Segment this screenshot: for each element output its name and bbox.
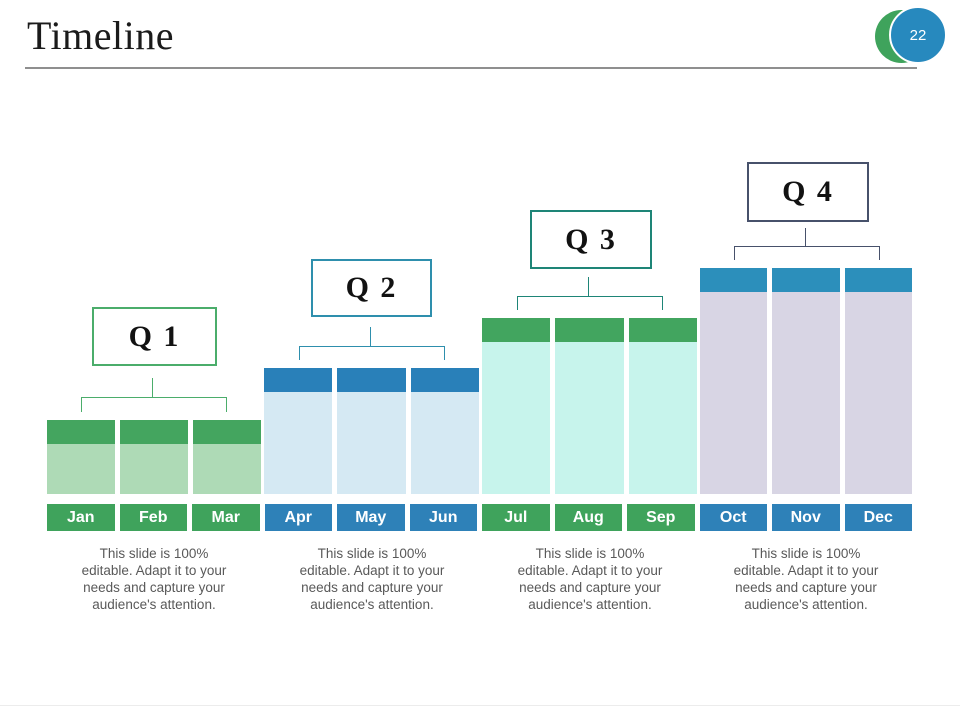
month-cell: May (337, 504, 405, 531)
quarter-4-label: Q 4 (782, 175, 834, 208)
slide-title: Timeline (27, 13, 174, 58)
month-cell: Dec (844, 504, 912, 531)
month-column (555, 318, 624, 494)
month-cell: Jun (409, 504, 477, 531)
bracket-stem (805, 228, 806, 247)
quarter-1-label-box: Q 1 (92, 307, 217, 366)
month-column (47, 420, 115, 494)
bracket-bar (299, 346, 445, 347)
month-cell: Nov (772, 504, 840, 531)
bracket-stem (588, 277, 589, 297)
bracket-tick-right (662, 296, 663, 310)
column-body (772, 292, 840, 494)
page-number-badge: 22 (889, 6, 947, 64)
column-cap (120, 420, 188, 444)
bracket-tick-left (517, 296, 518, 310)
quarter-2-caption: This slide is 100% editable. Adapt it to… (299, 546, 445, 612)
column-cap (193, 420, 261, 444)
month-cell: Jan (47, 504, 115, 531)
quarter-3-caption: This slide is 100% editable. Adapt it to… (517, 546, 663, 612)
column-cap (264, 368, 333, 392)
quarter-4-label-box: Q 4 (747, 162, 869, 222)
bracket-bar (517, 296, 663, 297)
bracket-tick-right (879, 246, 880, 260)
quarter-2-label: Q 2 (345, 271, 398, 304)
column-body (482, 342, 551, 494)
column-body (700, 292, 768, 494)
bracket-tick-left (734, 246, 735, 260)
month-column (700, 268, 768, 494)
column-cap (410, 368, 479, 392)
month-column (120, 420, 188, 494)
month-column (844, 268, 912, 494)
month-cell: Mar (192, 504, 260, 531)
quarter-1-label: Q 1 (128, 319, 181, 353)
month-column (193, 420, 261, 494)
month-cell: Sep (627, 504, 695, 531)
quarter-3-columns (482, 318, 697, 494)
column-cap (482, 318, 551, 342)
bracket-tick-left (81, 397, 82, 412)
page-number: 22 (909, 26, 927, 44)
column-body (193, 444, 261, 494)
column-cap (628, 318, 697, 342)
column-body (410, 392, 479, 494)
bracket-bar (734, 246, 880, 247)
month-column (264, 368, 333, 494)
bracket-bar (81, 397, 227, 398)
month-column (410, 368, 479, 494)
quarter-2-label-box: Q 2 (311, 259, 432, 317)
column-body (264, 392, 333, 494)
column-body (47, 444, 115, 494)
quarter-4-caption: This slide is 100% editable. Adapt it to… (733, 546, 879, 612)
month-column (482, 318, 551, 494)
bracket-tick-left (299, 346, 300, 360)
month-cell: Jul (482, 504, 550, 531)
month-column (628, 318, 697, 494)
column-body (555, 342, 624, 494)
quarter-3-label: Q 3 (565, 222, 617, 256)
column-cap (555, 318, 624, 342)
column-cap (700, 268, 768, 292)
footer-divider (0, 705, 960, 706)
quarter-2-columns (264, 368, 479, 494)
quarter-1-columns (47, 420, 261, 494)
month-cell: Feb (119, 504, 187, 531)
header-divider (25, 67, 917, 69)
bracket-stem (370, 327, 371, 347)
quarter-3-label-box: Q 3 (530, 210, 652, 269)
bracket-stem (152, 378, 153, 398)
month-cell: Oct (699, 504, 767, 531)
month-column (337, 368, 406, 494)
column-cap (337, 368, 406, 392)
bracket-tick-right (226, 397, 227, 412)
column-body (844, 292, 912, 494)
month-cell: Apr (264, 504, 332, 531)
month-column (772, 268, 840, 494)
column-body (628, 342, 697, 494)
column-body (337, 392, 406, 494)
column-cap (772, 268, 840, 292)
column-body (120, 444, 188, 494)
bracket-tick-right (444, 346, 445, 360)
months-row: Jan Feb Mar Apr May Jun Jul Aug Sep Oct … (47, 504, 912, 531)
quarter-4-columns (700, 268, 912, 494)
month-cell: Aug (554, 504, 622, 531)
column-cap (844, 268, 912, 292)
column-cap (47, 420, 115, 444)
quarter-1-caption: This slide is 100% editable. Adapt it to… (81, 546, 227, 612)
